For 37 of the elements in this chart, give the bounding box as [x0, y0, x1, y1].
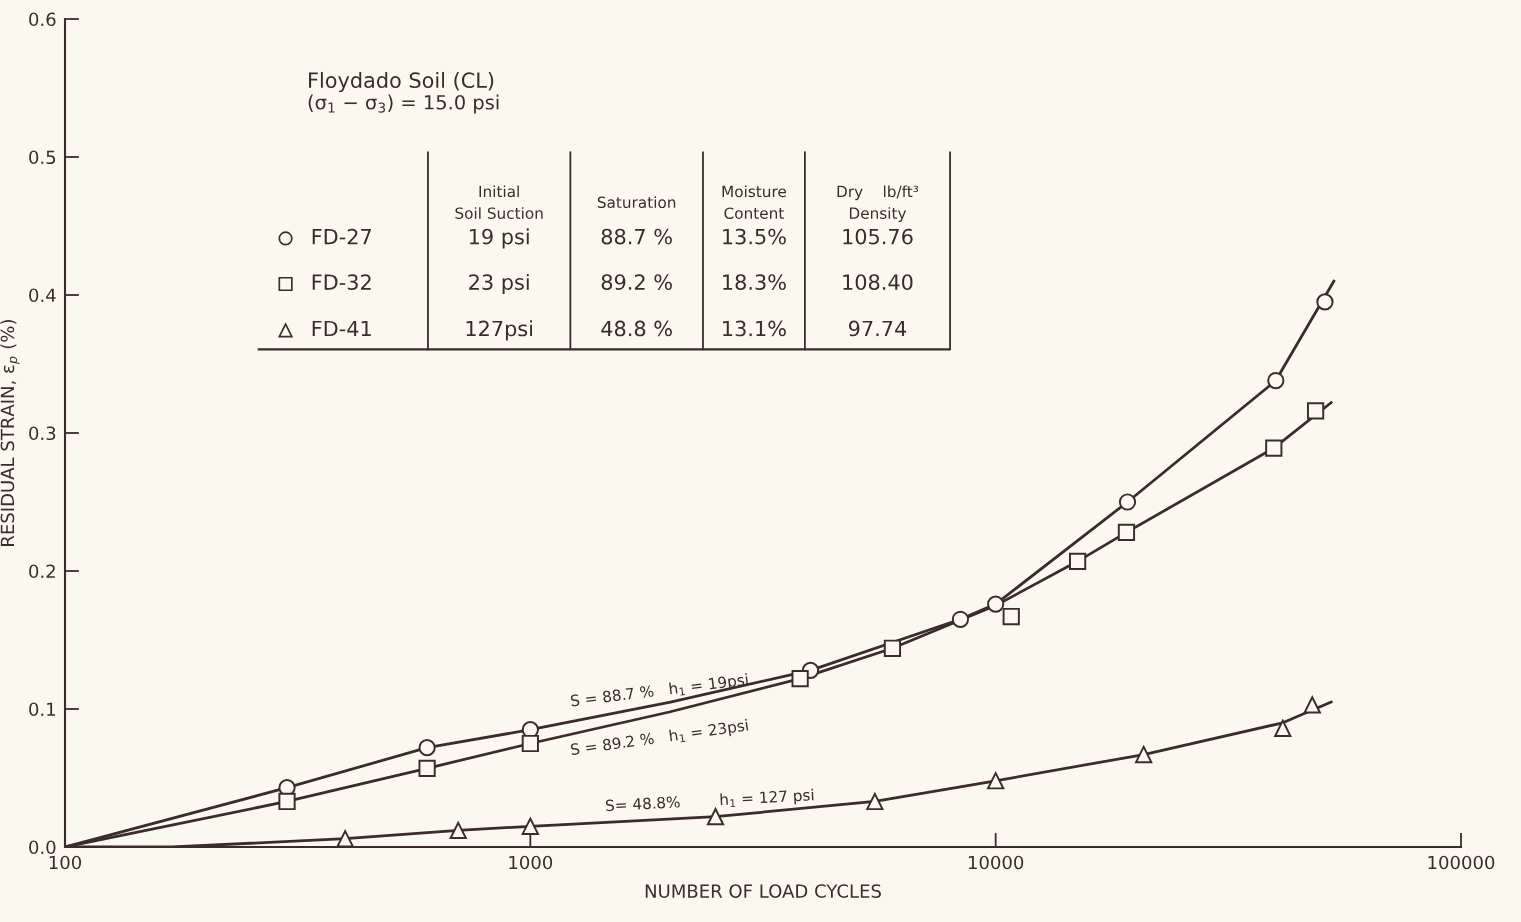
- annotation: S = 89.2 % h$_{1}$ = 23psi: [570, 718, 749, 759]
- x-tick-label: 10000: [968, 855, 1024, 870]
- y-tick-label: 0.3: [29, 426, 56, 441]
- annotation: S= 48.8% h$_{1}$ = 127 psi: [605, 788, 814, 815]
- text: Floydado Soil (CL): [309, 71, 494, 93]
- annotation: 127psi: [466, 320, 533, 341]
- annotation: Moisture Content: [722, 185, 786, 219]
- legend-label: FD-41: [312, 320, 371, 337]
- y-tick-label: 0.1: [29, 702, 55, 717]
- annotation: 48.8 %: [601, 320, 672, 337]
- x-tick-label: 100000: [1428, 855, 1495, 870]
- legend-label: FD-27: [312, 228, 371, 245]
- y-tick-label: 0.5: [29, 150, 56, 165]
- x-tick-label: 100: [49, 855, 82, 870]
- y-tick-label: 0.6: [29, 12, 56, 27]
- annotation: Saturation: [597, 196, 676, 209]
- annotation: Initial Soil Suction: [455, 185, 543, 219]
- annotation: 88.7 %: [601, 228, 672, 245]
- x-axis-title: NUMBER OF LOAD CYCLES: [645, 884, 881, 898]
- annotation: 19 psi: [469, 228, 529, 249]
- text: (σ$_{1}$ − σ$_{3}$) = 15.0 psi: [308, 94, 499, 114]
- annotation: 18.3%: [723, 274, 786, 290]
- annotation: 13.5%: [723, 228, 786, 245]
- legend-label: FD-32: [312, 274, 371, 290]
- y-tick-label: 0.0: [29, 840, 56, 855]
- annotation: 89.2 %: [601, 274, 672, 290]
- annotation: 23 psi: [469, 273, 529, 295]
- y-tick-label: 0.2: [29, 564, 55, 579]
- y-axis-title: RESIDUAL STRAIN, ε$_{p}$ (%): [0, 320, 20, 546]
- annotation: Dry lb/ft³ Density: [837, 185, 919, 222]
- x-tick-label: 1000: [509, 855, 553, 870]
- annotation: S = 88.7 % h$_{1}$ = 19psi: [570, 673, 749, 710]
- annotation: 108.40: [843, 274, 913, 290]
- annotation: 97.74: [848, 320, 907, 337]
- annotation: 105.76: [843, 228, 913, 245]
- y-tick-label: 0.4: [29, 288, 56, 303]
- annotation: 13.1%: [723, 320, 786, 337]
